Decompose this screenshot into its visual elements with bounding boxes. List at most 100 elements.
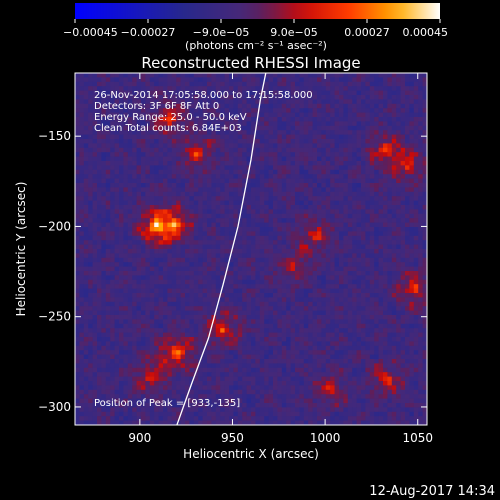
- heatmap-pixel: [242, 301, 247, 307]
- heatmap-pixel: [303, 337, 309, 342]
- heatmap-pixel: [233, 240, 239, 245]
- heatmap-pixel: [422, 323, 427, 329]
- heatmap-pixel: [391, 86, 397, 91]
- heatmap-pixel: [105, 284, 111, 289]
- heatmap-pixel: [251, 279, 256, 285]
- heatmap-pixel: [356, 156, 362, 162]
- heatmap-pixel: [105, 332, 111, 338]
- heatmap-pixel: [255, 288, 261, 294]
- heatmap-pixel: [264, 134, 269, 140]
- heatmap-pixel: [400, 103, 406, 109]
- heatmap-pixel: [387, 183, 393, 188]
- heatmap-pixel: [136, 319, 142, 325]
- heatmap-pixel: [308, 266, 313, 272]
- heatmap-pixel: [290, 288, 296, 294]
- heatmap-pixel: [97, 262, 102, 267]
- heatmap-pixel: [255, 99, 261, 105]
- heatmap-pixel: [123, 271, 129, 276]
- heatmap-pixel: [141, 262, 146, 267]
- heatmap-pixel: [352, 73, 357, 78]
- heatmap-pixel: [343, 178, 349, 184]
- heatmap-pixel: [365, 165, 371, 171]
- heatmap-pixel: [101, 271, 107, 276]
- heatmap-pixel: [79, 218, 85, 223]
- heatmap-pixel: [119, 81, 124, 87]
- heatmap-pixel: [149, 284, 155, 289]
- heatmap-pixel: [110, 319, 115, 325]
- heatmap-pixel: [352, 174, 357, 179]
- heatmap-pixel: [105, 240, 111, 245]
- heatmap-pixel: [347, 337, 353, 342]
- heatmap-pixel: [92, 95, 98, 100]
- heatmap-pixel: [123, 257, 129, 263]
- heatmap-pixel: [303, 297, 309, 303]
- heatmap-pixel: [264, 187, 269, 193]
- heatmap-pixel: [97, 271, 102, 276]
- heatmap-pixel: [308, 209, 313, 215]
- heatmap-pixel: [189, 178, 195, 184]
- heatmap-pixel: [79, 103, 85, 109]
- heatmap-pixel: [259, 73, 265, 78]
- heatmap-pixel: [325, 306, 331, 311]
- heatmap-pixel: [215, 253, 221, 259]
- heatmap-pixel: [325, 125, 331, 131]
- heatmap-pixel: [303, 262, 309, 267]
- heatmap-pixel: [281, 147, 287, 153]
- heatmap-pixel: [422, 288, 427, 294]
- heatmap-pixel: [101, 235, 107, 241]
- heatmap-pixel: [141, 293, 146, 298]
- heatmap-pixel: [176, 253, 181, 259]
- heatmap-pixel: [268, 112, 274, 118]
- heatmap-pixel: [246, 108, 252, 113]
- heatmap-pixel: [387, 213, 393, 219]
- heatmap-pixel: [290, 284, 296, 289]
- heatmap-pixel: [145, 134, 151, 140]
- heatmap-pixel: [163, 81, 168, 87]
- heatmap-pixel: [163, 191, 168, 197]
- heatmap-pixel: [110, 90, 115, 96]
- heatmap-pixel: [167, 218, 173, 223]
- heatmap-pixel: [83, 200, 89, 206]
- heatmap-pixel: [127, 81, 133, 87]
- heatmap-pixel: [132, 117, 137, 122]
- heatmap-pixel: [211, 257, 217, 263]
- heatmap-pixel: [352, 147, 357, 153]
- heatmap-pixel: [75, 90, 80, 96]
- heatmap-pixel: [343, 112, 349, 118]
- heatmap-pixel: [259, 235, 265, 241]
- heatmap-pixel: [361, 275, 366, 281]
- heatmap-pixel: [145, 297, 151, 303]
- heatmap-pixel: [343, 125, 349, 131]
- heatmap-pixel: [361, 205, 366, 210]
- heatmap-pixel: [281, 103, 287, 109]
- heatmap-pixel: [400, 183, 406, 188]
- heatmap-pixel: [198, 319, 203, 325]
- heatmap-pixel: [141, 130, 146, 135]
- heatmap-pixel: [334, 275, 340, 281]
- heatmap-pixel: [317, 262, 322, 267]
- heatmap-pixel: [308, 323, 313, 329]
- heatmap-pixel: [343, 337, 349, 342]
- heatmap-pixel: [422, 200, 427, 206]
- heatmap-pixel: [281, 125, 287, 131]
- heatmap-pixel: [75, 249, 80, 254]
- heatmap-pixel: [237, 205, 243, 210]
- heatmap-pixel: [347, 174, 353, 179]
- heatmap-pixel: [211, 99, 217, 105]
- heatmap-pixel: [334, 341, 340, 347]
- heatmap-pixel: [189, 183, 195, 188]
- heatmap-pixel: [418, 77, 423, 83]
- heatmap-pixel: [295, 205, 300, 210]
- heatmap-pixel: [141, 297, 146, 303]
- heatmap-pixel: [79, 328, 85, 333]
- heatmap-pixel: [171, 139, 177, 144]
- heatmap-pixel: [83, 191, 89, 197]
- heatmap-pixel: [383, 103, 388, 109]
- heatmap-pixel: [339, 262, 344, 267]
- heatmap-pixel: [220, 103, 225, 109]
- heatmap-pixel: [132, 222, 137, 228]
- heatmap-pixel: [180, 183, 186, 188]
- heatmap-pixel: [154, 77, 159, 83]
- heatmap-pixel: [365, 178, 371, 184]
- heatmap-pixel: [105, 152, 111, 157]
